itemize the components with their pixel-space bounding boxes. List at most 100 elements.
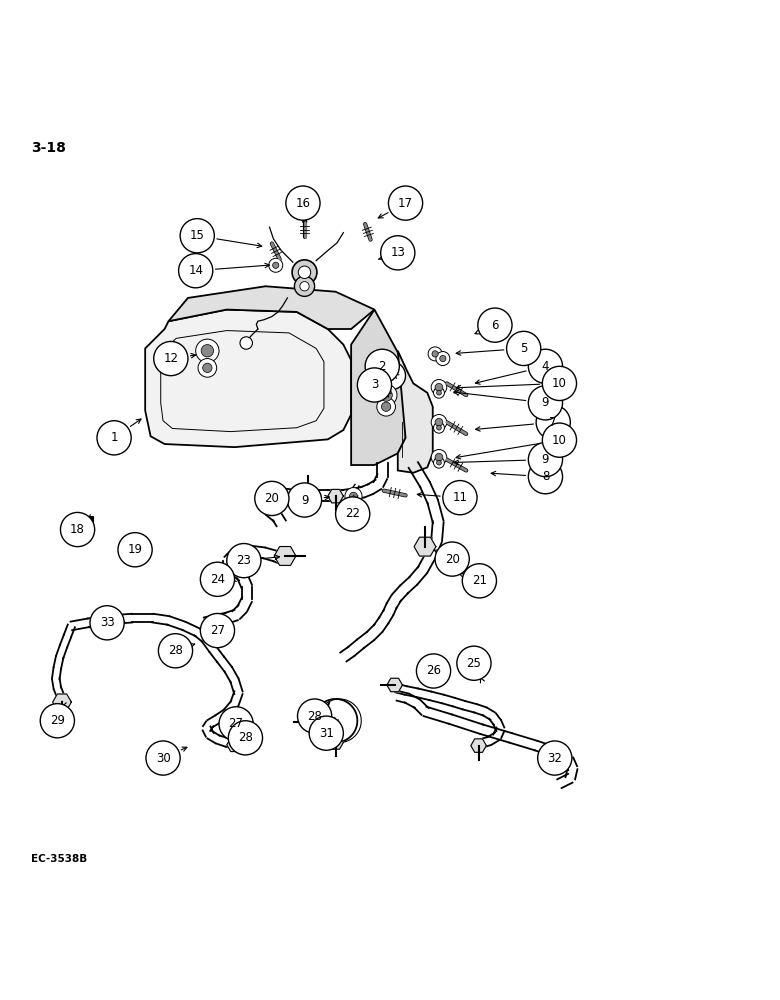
Circle shape <box>431 449 447 465</box>
Text: 28: 28 <box>307 710 322 723</box>
Polygon shape <box>398 351 433 473</box>
Circle shape <box>227 544 261 578</box>
Text: 8: 8 <box>542 470 549 483</box>
Circle shape <box>154 341 188 376</box>
Circle shape <box>255 481 289 516</box>
Text: 4: 4 <box>541 360 549 373</box>
Circle shape <box>437 425 441 430</box>
Circle shape <box>440 355 446 362</box>
Circle shape <box>375 384 397 406</box>
Circle shape <box>61 512 94 547</box>
Circle shape <box>381 402 391 411</box>
Circle shape <box>158 634 193 668</box>
Circle shape <box>428 347 442 361</box>
Text: 13: 13 <box>390 246 405 259</box>
Circle shape <box>349 492 357 500</box>
Circle shape <box>298 266 310 278</box>
Text: 5: 5 <box>520 342 527 355</box>
Polygon shape <box>145 310 351 447</box>
Circle shape <box>378 362 406 390</box>
Circle shape <box>180 219 214 253</box>
Text: 19: 19 <box>128 543 143 556</box>
Polygon shape <box>53 694 71 710</box>
Circle shape <box>292 260 317 285</box>
Text: 1: 1 <box>110 431 118 444</box>
Circle shape <box>240 337 253 349</box>
Text: 6: 6 <box>491 319 498 332</box>
Circle shape <box>435 453 443 461</box>
Circle shape <box>381 236 415 270</box>
Polygon shape <box>351 310 406 465</box>
Polygon shape <box>328 489 343 503</box>
Circle shape <box>97 421 131 455</box>
Text: 10: 10 <box>552 377 567 390</box>
Circle shape <box>200 613 235 648</box>
Text: 27: 27 <box>210 624 225 637</box>
Circle shape <box>335 497 370 531</box>
Text: 10: 10 <box>552 434 567 447</box>
Circle shape <box>229 721 263 755</box>
Text: 21: 21 <box>472 574 487 587</box>
Text: EC-3538B: EC-3538B <box>31 854 87 864</box>
Text: 9: 9 <box>541 453 549 466</box>
Text: 28: 28 <box>238 731 253 744</box>
Text: 14: 14 <box>188 264 204 277</box>
Circle shape <box>134 545 140 551</box>
Circle shape <box>287 483 321 517</box>
Text: 3: 3 <box>370 378 378 391</box>
Text: 28: 28 <box>168 644 183 657</box>
Text: 16: 16 <box>296 197 310 210</box>
Circle shape <box>432 351 438 357</box>
Text: 18: 18 <box>70 523 85 536</box>
Circle shape <box>542 366 576 401</box>
Circle shape <box>435 542 470 576</box>
Polygon shape <box>471 739 487 752</box>
Circle shape <box>457 646 491 680</box>
Text: 33: 33 <box>100 616 115 629</box>
Circle shape <box>219 707 254 741</box>
Polygon shape <box>168 286 374 329</box>
Text: 11: 11 <box>452 491 467 504</box>
Polygon shape <box>300 716 316 729</box>
Circle shape <box>146 741 180 775</box>
Circle shape <box>542 423 576 457</box>
Text: 20: 20 <box>445 553 459 566</box>
Polygon shape <box>414 537 436 556</box>
Polygon shape <box>227 738 243 752</box>
Circle shape <box>435 418 443 426</box>
Circle shape <box>435 383 443 391</box>
Circle shape <box>365 349 399 383</box>
Circle shape <box>377 397 395 416</box>
Text: 27: 27 <box>229 717 243 730</box>
Text: 32: 32 <box>548 752 562 765</box>
Polygon shape <box>328 736 343 749</box>
Circle shape <box>300 282 309 291</box>
Text: 15: 15 <box>190 229 204 242</box>
Text: 24: 24 <box>210 573 225 586</box>
Circle shape <box>345 488 362 505</box>
Circle shape <box>528 349 562 383</box>
Circle shape <box>297 699 332 733</box>
Circle shape <box>437 460 441 465</box>
Circle shape <box>431 380 447 395</box>
Circle shape <box>434 422 445 433</box>
Circle shape <box>118 533 152 567</box>
Circle shape <box>269 258 282 272</box>
Text: 17: 17 <box>398 197 413 210</box>
Circle shape <box>478 308 512 342</box>
Text: 12: 12 <box>163 352 179 365</box>
Circle shape <box>536 405 570 439</box>
Circle shape <box>436 352 450 366</box>
Circle shape <box>434 387 445 398</box>
Text: 25: 25 <box>466 657 481 670</box>
Polygon shape <box>387 678 402 692</box>
Circle shape <box>198 359 217 377</box>
Text: 9: 9 <box>541 396 549 409</box>
Text: 23: 23 <box>236 554 251 567</box>
Text: 31: 31 <box>319 727 334 740</box>
Circle shape <box>380 389 392 401</box>
Text: 3-18: 3-18 <box>31 141 66 155</box>
Circle shape <box>285 186 320 220</box>
Text: 22: 22 <box>346 507 360 520</box>
Text: 26: 26 <box>426 664 441 677</box>
